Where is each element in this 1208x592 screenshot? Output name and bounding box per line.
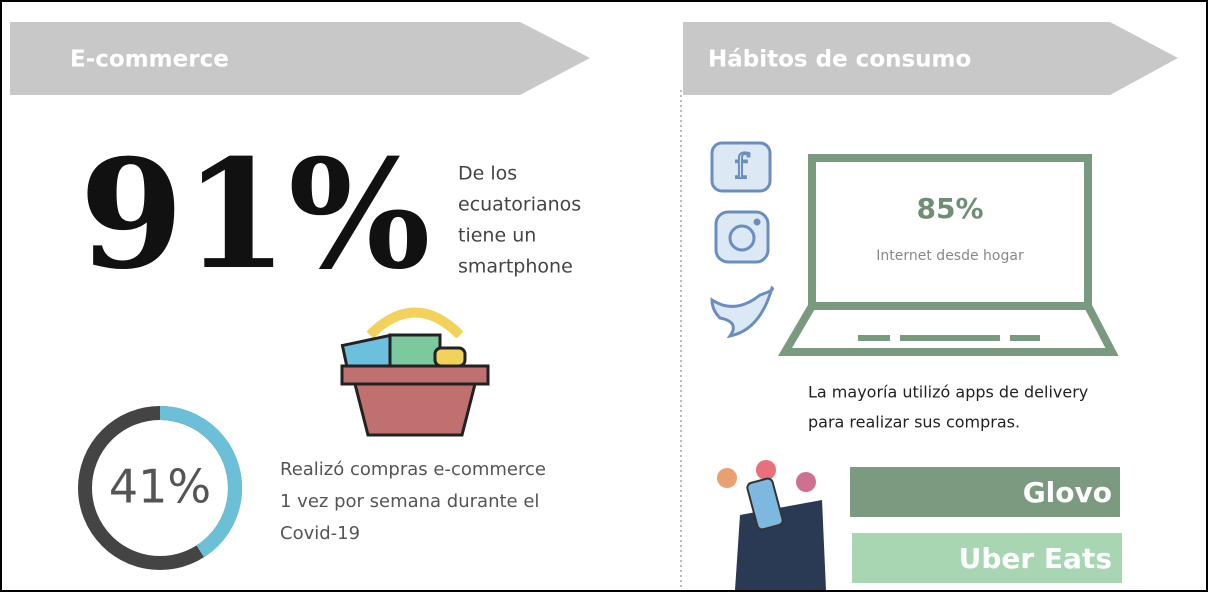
header-title: E-commerce bbox=[70, 47, 229, 73]
text-line: smartphone bbox=[458, 256, 573, 278]
big-stat: 91% bbox=[79, 127, 430, 303]
text-line: 1 vez por semana durante el bbox=[280, 491, 539, 512]
text-line: La mayoría utilizó apps de delivery bbox=[808, 383, 1088, 402]
donut-label: 41% bbox=[109, 460, 211, 514]
app-label: Glovo bbox=[1023, 476, 1112, 509]
social-icons: f bbox=[712, 143, 773, 336]
text-line: ecuatorianos bbox=[458, 194, 581, 216]
header-title: Hábitos de consumo bbox=[708, 47, 971, 73]
laptop-text: Internet desde hogar bbox=[876, 248, 1024, 264]
text-line: De los bbox=[458, 163, 517, 185]
laptop-stat: 85% bbox=[916, 192, 983, 225]
app-label: Uber Eats bbox=[959, 542, 1112, 575]
text-line: Covid-19 bbox=[280, 523, 360, 544]
text-line: para realizar sus compras. bbox=[808, 413, 1020, 432]
infographic: E-commerce Hábitos de consumo 91% De los… bbox=[0, 0, 1208, 592]
text-line: Realizó compras e-commerce bbox=[280, 459, 546, 480]
text-line: tiene un bbox=[458, 225, 536, 247]
